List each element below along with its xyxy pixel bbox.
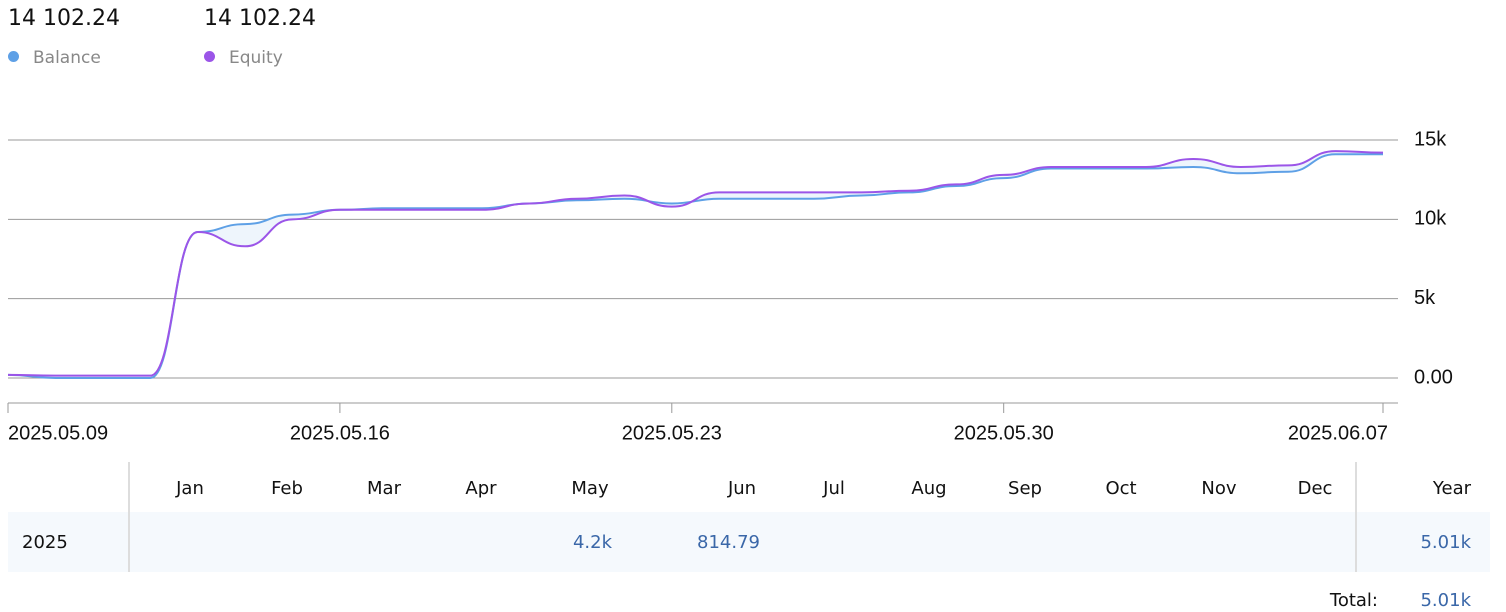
legend-label: Equity (229, 48, 283, 68)
separator (1355, 462, 1357, 572)
total-label: Total: (1329, 590, 1378, 611)
y-tick-label: 15k (1414, 128, 1447, 150)
column-header: Aug (911, 478, 947, 499)
x-tick-label: 2025.06.07 (1288, 422, 1388, 444)
legend-item: Equity (204, 48, 283, 68)
x-tick-label: 2025.05.23 (622, 422, 722, 444)
column-header: Apr (465, 478, 497, 499)
column-header: Sep (1008, 478, 1042, 499)
current-value: 14 102.24 (204, 6, 316, 31)
chart: 0.00 5k 10k 15k 2025.05.09 2025.05.16 2025.05.… (7, 128, 1453, 444)
x-tick-label: 2025.05.30 (954, 422, 1054, 444)
current-value: 14 102.24 (8, 6, 120, 31)
y-tick-label: 0.00 (1414, 366, 1453, 388)
column-header: Dec (1297, 478, 1333, 499)
column-header: Jul (823, 478, 845, 499)
row-label: 2025 (22, 532, 68, 553)
column-header: Nov (1201, 478, 1237, 499)
column-header: Jun (727, 478, 757, 499)
column-header: Jan (176, 478, 204, 499)
x-tick-label: 2025.05.09 (8, 422, 108, 444)
series-line (7, 150, 1384, 377)
cell-value: 4.2k (572, 532, 612, 553)
legend-dot (8, 51, 19, 62)
x-tick-label: 2025.05.16 (290, 422, 390, 444)
column-header: Year (1432, 478, 1471, 499)
column-header: Oct (1105, 478, 1137, 499)
fill-between (8, 151, 1383, 379)
cell-value: 5.01k (1420, 532, 1471, 553)
column-header: May (571, 478, 609, 499)
column-header: Feb (271, 478, 303, 499)
separator (128, 462, 130, 572)
legend-label: Balance (33, 48, 101, 68)
total-value: 5.01k (1420, 590, 1471, 611)
row-band (8, 512, 1490, 572)
series-line (7, 153, 1383, 380)
cell-value: 814.79 (697, 532, 760, 553)
legend-dot (204, 51, 215, 62)
column-header: Mar (367, 478, 401, 499)
legend-item: Balance (8, 48, 101, 68)
y-tick-label: 10k (1414, 208, 1447, 230)
y-tick-label: 5k (1414, 287, 1436, 309)
